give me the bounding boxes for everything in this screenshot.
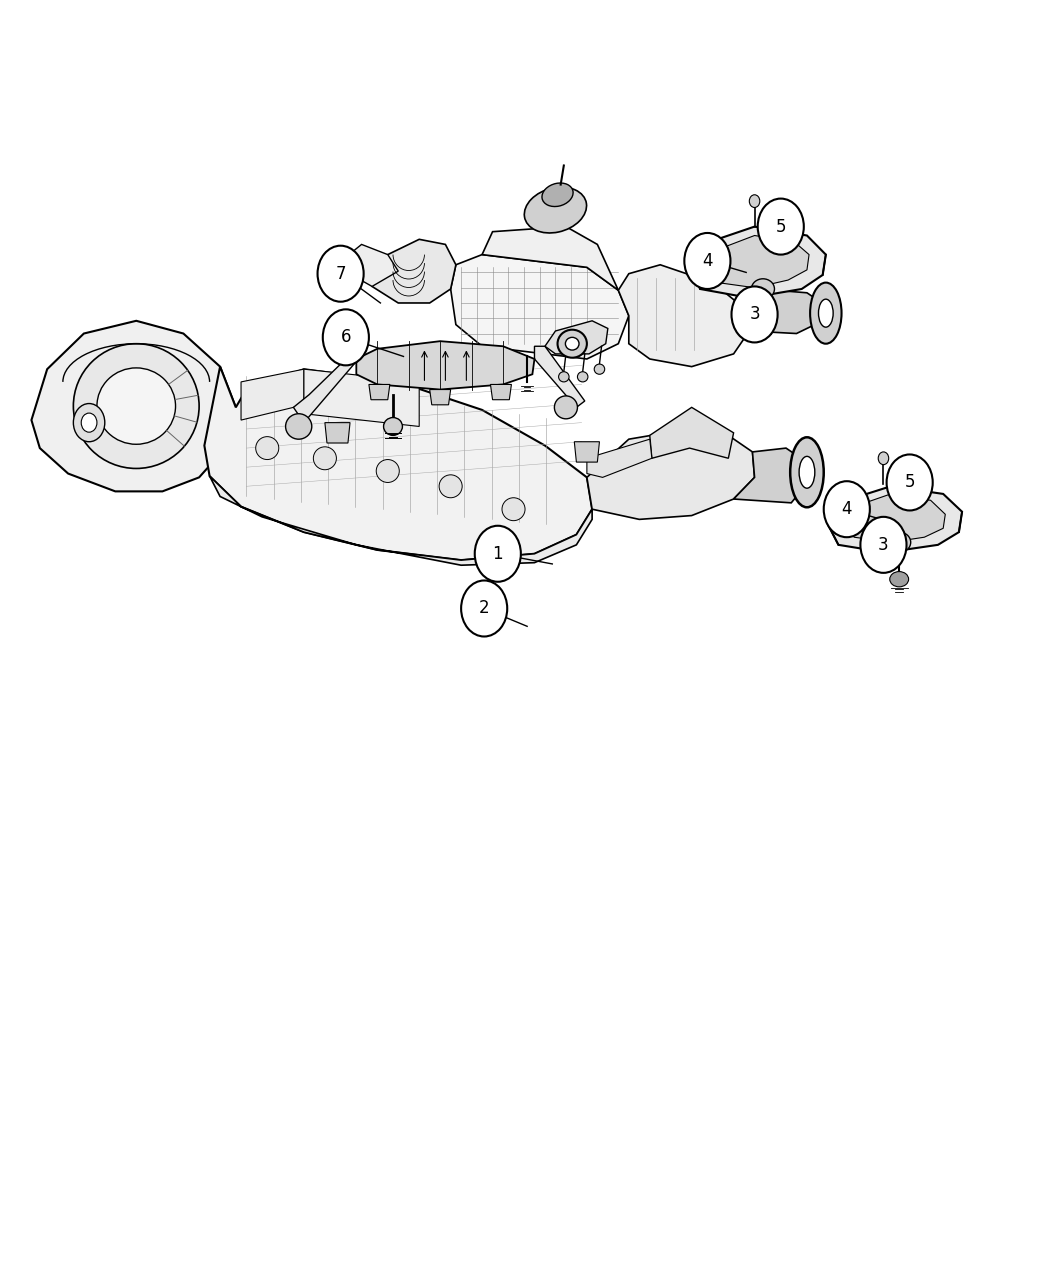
Polygon shape <box>744 290 826 334</box>
Polygon shape <box>304 369 419 426</box>
Polygon shape <box>692 227 826 298</box>
Text: 4: 4 <box>842 500 852 518</box>
Polygon shape <box>545 321 608 354</box>
Text: 2: 2 <box>479 600 489 617</box>
Text: 3: 3 <box>878 536 889 554</box>
Polygon shape <box>430 390 451 405</box>
Ellipse shape <box>790 438 824 507</box>
Polygon shape <box>204 367 592 560</box>
Polygon shape <box>828 486 962 552</box>
Ellipse shape <box>376 460 399 482</box>
Text: 6: 6 <box>341 328 351 346</box>
Polygon shape <box>451 255 629 359</box>
Ellipse shape <box>878 452 889 465</box>
Polygon shape <box>574 442 599 462</box>
Polygon shape <box>534 346 585 407</box>
Circle shape <box>732 286 778 342</box>
Polygon shape <box>490 384 511 400</box>
Ellipse shape <box>890 572 909 587</box>
Circle shape <box>824 481 870 537</box>
Ellipse shape <box>577 372 588 382</box>
Polygon shape <box>369 384 390 400</box>
Polygon shape <box>372 239 456 303</box>
Polygon shape <box>618 265 749 367</box>
Ellipse shape <box>810 283 842 344</box>
Polygon shape <box>734 448 807 503</box>
Ellipse shape <box>542 183 573 206</box>
Ellipse shape <box>502 498 525 521</box>
Ellipse shape <box>818 299 833 327</box>
Polygon shape <box>587 439 652 477</box>
Ellipse shape <box>73 344 199 468</box>
Text: 5: 5 <box>776 218 786 236</box>
Ellipse shape <box>559 372 569 382</box>
Ellipse shape <box>558 330 587 358</box>
Polygon shape <box>325 423 350 443</box>
Ellipse shape <box>256 437 279 460</box>
Text: 7: 7 <box>335 265 346 283</box>
Polygon shape <box>847 494 945 542</box>
Ellipse shape <box>594 364 605 374</box>
Text: 3: 3 <box>749 306 760 323</box>
Polygon shape <box>210 476 592 565</box>
Circle shape <box>318 246 364 302</box>
Ellipse shape <box>439 475 462 498</box>
Text: 5: 5 <box>904 474 915 491</box>
Ellipse shape <box>754 317 772 332</box>
Text: 4: 4 <box>702 252 713 270</box>
Circle shape <box>887 454 933 510</box>
Text: 1: 1 <box>493 545 503 563</box>
Ellipse shape <box>554 396 577 419</box>
Ellipse shape <box>285 414 312 439</box>
Circle shape <box>860 517 907 573</box>
Ellipse shape <box>82 412 97 433</box>
Polygon shape <box>241 369 304 420</box>
Polygon shape <box>356 341 534 390</box>
Polygon shape <box>650 407 734 458</box>
Polygon shape <box>482 227 618 290</box>
Polygon shape <box>711 236 809 288</box>
Polygon shape <box>31 321 236 491</box>
Polygon shape <box>346 244 398 286</box>
Circle shape <box>475 526 521 582</box>
Circle shape <box>758 199 804 255</box>
Ellipse shape <box>313 447 336 470</box>
Ellipse shape <box>73 404 105 442</box>
Ellipse shape <box>384 418 402 435</box>
Ellipse shape <box>888 532 911 552</box>
Circle shape <box>323 309 369 365</box>
Circle shape <box>461 580 507 636</box>
Ellipse shape <box>749 195 760 207</box>
Circle shape <box>684 233 730 289</box>
Polygon shape <box>293 349 358 423</box>
Ellipse shape <box>524 187 587 233</box>
Ellipse shape <box>751 279 774 299</box>
Ellipse shape <box>97 368 176 444</box>
Ellipse shape <box>566 337 580 350</box>
Polygon shape <box>587 430 755 519</box>
Ellipse shape <box>799 457 815 489</box>
